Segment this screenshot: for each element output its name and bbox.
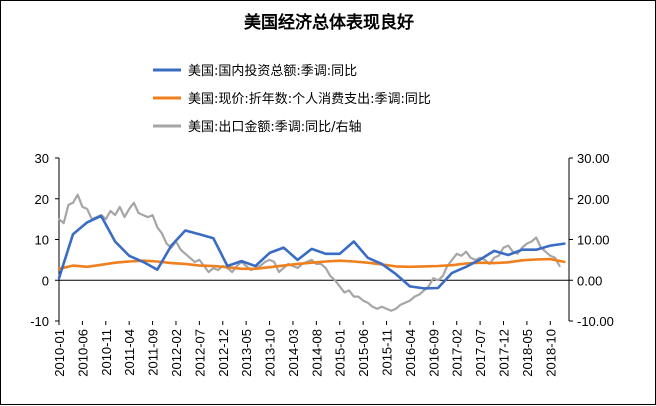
y-right-tick-label: 20.00: [577, 192, 610, 207]
legend-label-investment: 美国:国内投资总额:季调:同比: [188, 63, 357, 79]
y-left-tick-label: -10: [30, 314, 49, 329]
x-tick-label: 2015-11: [380, 329, 395, 376]
x-tick-label: 2012-07: [192, 329, 207, 377]
x-tick-label: 2017-02: [450, 329, 465, 377]
x-tick-label: 2018-10: [543, 329, 558, 377]
legend-item-consumption: 美国:现价:折年数:个人消费支出:季调:同比: [153, 92, 431, 107]
legend-label-exports: 美国:出口金额:季调:同比/右轴: [188, 119, 362, 135]
x-tick-label: 2016-04: [403, 329, 418, 377]
x-tick-label: 2017-12: [496, 329, 511, 377]
x-tick-label: 2011-04: [122, 329, 137, 376]
x-tick-label: 2010-01: [52, 329, 67, 377]
chart-title: 美国经济总体表现良好: [244, 12, 414, 33]
y-left-tick-label: 10: [35, 233, 49, 248]
x-tick-label: 2012-02: [169, 329, 184, 377]
x-tick-label: 2018-05: [520, 329, 535, 377]
series-line-investment: [57, 214, 566, 290]
legend: 美国:国内投资总额:季调:同比 美国:现价:折年数:个人消费支出:季调:同比 美…: [153, 63, 431, 135]
y-right-tick-label: 10.00: [577, 233, 610, 248]
series-line-exports: [57, 193, 561, 312]
y-right-tick-label: 0.00: [577, 273, 602, 288]
y-right-tick-label: 30.00: [577, 151, 610, 166]
axes: -10 0 10 20 30 -10.00 0.00 10.00 20.00 30.00 2010-…: [30, 151, 614, 377]
x-tick-label: 2010-11: [99, 329, 114, 376]
legend-item-investment: 美国:国内投资总额:季调:同比: [153, 63, 357, 79]
x-tick-label: 2015-06: [356, 329, 371, 377]
x-tick-label: 2013-10: [263, 329, 278, 377]
y-left-tick-label: 30: [35, 151, 49, 166]
x-tick-label: 2013-05: [239, 329, 254, 377]
x-tick-label: 2015-01: [333, 329, 348, 377]
x-tick-label: 2012-12: [216, 329, 231, 377]
x-tick-label: 2014-08: [309, 329, 324, 377]
legend-label-consumption: 美国:现价:折年数:个人消费支出:季调:同比: [188, 92, 431, 107]
x-tick-label: 2016-09: [426, 329, 441, 377]
x-tick-label: 2010-06: [75, 329, 90, 377]
x-tick-label: 2017-07: [473, 329, 488, 377]
y-left-tick-label: 0: [42, 273, 49, 288]
x-tick-label: 2014-03: [286, 329, 301, 377]
x-tick-label: 2011-09: [146, 329, 161, 376]
y-right-tick-label: -10.00: [577, 314, 614, 329]
legend-item-exports: 美国:出口金额:季调:同比/右轴: [153, 119, 362, 135]
y-left-tick-label: 20: [35, 192, 49, 207]
series-layer: [57, 193, 566, 312]
